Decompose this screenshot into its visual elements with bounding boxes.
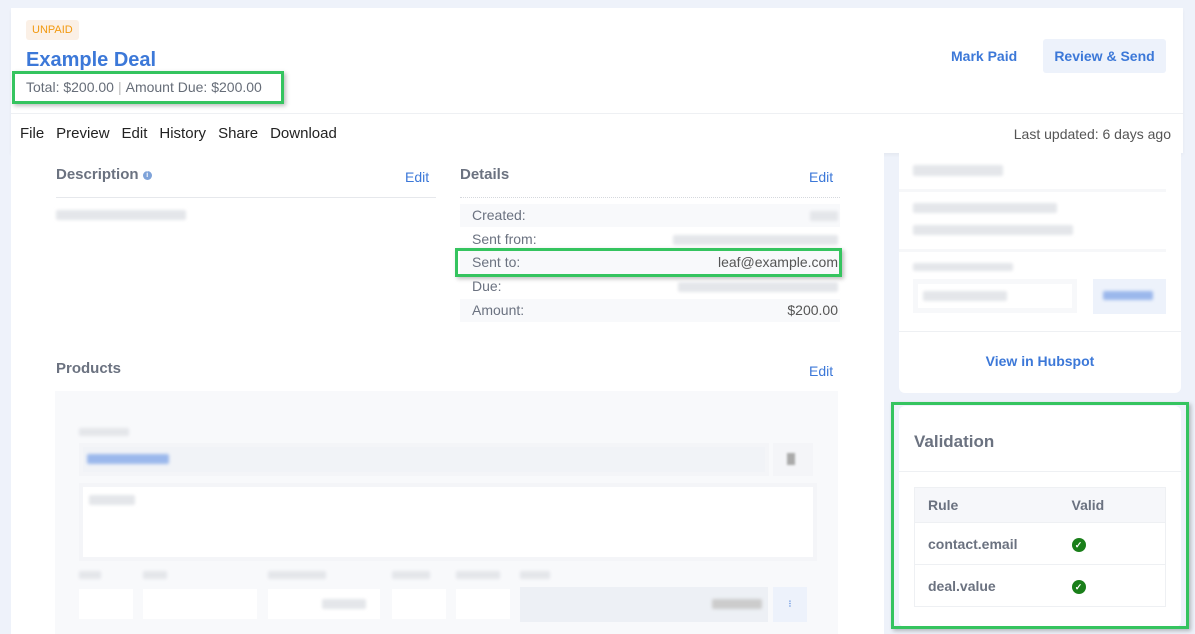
field-label-redacted [268,571,326,579]
table-row: deal.value ✓ [914,564,1166,607]
unit-input[interactable] [143,589,257,619]
detail-row-amount: Amount: $200.00 [460,299,840,322]
update-button[interactable] [1093,279,1166,314]
description-edit-link[interactable]: Edit [405,169,430,185]
table-row: contact.email ✓ [914,522,1166,565]
details-heading: Details [460,166,510,183]
field-label-redacted [456,571,500,579]
column-valid: Valid [1058,487,1166,523]
details-edit-link[interactable]: Edit [809,169,834,185]
review-send-button[interactable]: Review & Send [1043,39,1166,73]
detail-value-redacted [810,211,838,221]
detail-label: Amount: [472,302,525,318]
placeholder-redacted [89,495,135,505]
info-icon: i [142,170,152,180]
product-name-redacted [87,454,169,464]
separator: | [117,79,122,95]
detail-row-sent-to: Sent to: leaf@example.com [460,251,840,274]
detail-label: Sent to: [472,254,521,270]
menu-file[interactable]: File [20,125,45,142]
deal-header: UNPAID Example Deal Total: $200.00 | Amoun… [11,8,1183,153]
highlight-box [455,248,842,277]
property-redacted [913,263,1013,271]
total: Total: $200.00 [26,79,114,95]
amount-due: Amount Due: $200.00 [125,79,262,95]
validation-heading: Validation [914,432,995,451]
check-circle-icon: ✓ [1071,580,1086,594]
field-label-redacted [520,571,550,579]
detail-label: Created: [472,207,526,223]
product-line-item: ⁝ [55,391,838,634]
column-rule: Rule [914,487,1059,523]
discount-input[interactable] [456,589,510,619]
detail-row-sent-from: Sent from: [460,228,840,251]
products-edit-link[interactable]: Edit [809,363,834,379]
menu-edit[interactable]: Edit [121,125,148,142]
menu-download[interactable]: Download [270,125,337,142]
detail-label: Due: [472,278,502,294]
highlight-box [12,71,284,104]
divider [460,197,840,198]
total-field [520,587,768,622]
divider [11,113,1183,114]
page-title: Example Deal [26,49,157,71]
status-badge: UNPAID [26,20,79,40]
mark-paid-button[interactable]: Mark Paid [951,48,1018,64]
divider [899,331,1181,332]
detail-value: $200.00 [787,302,838,318]
validation-card: Validation Rule Valid contact.email ✓ deal… [899,406,1181,627]
menu-preview[interactable]: Preview [56,125,110,142]
description-text-redacted [56,210,186,220]
validation-table: Rule Valid contact.email ✓ deal.value ✓ [914,487,1166,607]
product-select[interactable] [79,443,769,476]
divider [899,249,1166,252]
main-content: Description i Edit Details Edit Created:… [11,153,884,634]
table-header: Rule Valid [914,487,1166,523]
property-redacted [913,203,1057,213]
detail-value-redacted [678,282,838,292]
detail-row-created: Created: [460,204,840,227]
sidebar-properties-card: View in Hubspot [899,153,1181,393]
totals: Total: $200.00 | Amount Due: $200.00 [26,79,262,95]
divider [899,471,1181,472]
menu-bar: File Preview Edit History Share Download [20,125,337,142]
delete-icon[interactable] [773,443,813,476]
description-heading-text: Description [56,166,139,183]
field-label-redacted [392,571,430,579]
quantity-input[interactable] [79,589,133,619]
check-circle-icon: ✓ [1071,538,1086,552]
rule-name: contact.email [914,522,1059,565]
rule-name: deal.value [914,564,1059,607]
more-icon[interactable]: ⁝ [773,587,807,622]
menu-history[interactable]: History [159,125,207,142]
unit-price-input[interactable] [268,589,380,619]
product-description-textarea[interactable] [79,483,817,561]
detail-row-due: Due: [460,275,840,298]
detail-label: Sent from: [472,231,537,247]
view-in-hubspot-link[interactable]: View in Hubspot [985,353,1095,369]
property-redacted [913,225,1073,235]
divider [56,197,436,198]
field-label-redacted [79,428,129,436]
menu-share[interactable]: Share [218,125,259,142]
tax-input[interactable] [392,589,446,619]
description-heading: Description i [56,166,152,183]
property-redacted [913,165,1003,176]
detail-value-redacted [673,235,838,245]
detail-value: leaf@example.com [717,254,838,270]
highlight-box [891,402,1189,629]
divider [899,189,1166,192]
field-label-redacted [79,571,101,579]
products-heading: Products [56,360,122,377]
field-label-redacted [143,571,167,579]
property-input[interactable] [913,279,1077,313]
last-updated: Last updated: 6 days ago [1013,126,1171,142]
